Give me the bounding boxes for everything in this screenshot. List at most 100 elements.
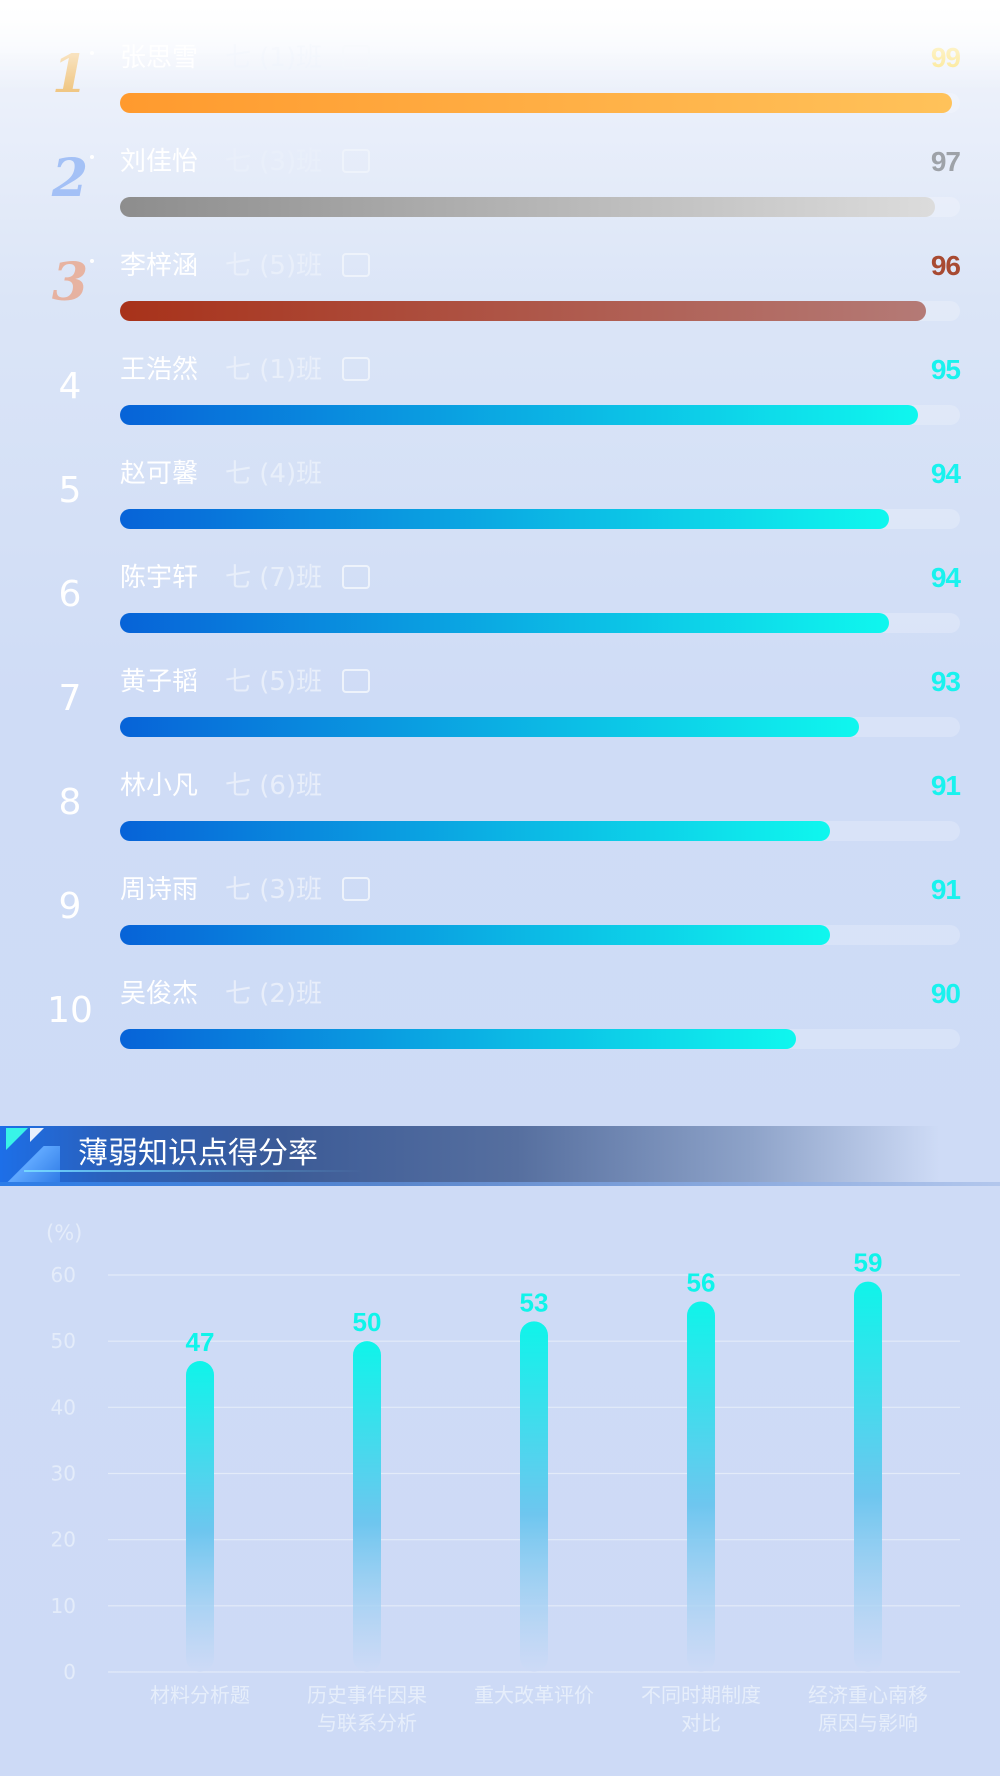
student-class: 七 (3)班 bbox=[225, 875, 323, 905]
medal-gold-icon: 1 bbox=[51, 44, 89, 105]
student-score: 96 bbox=[930, 250, 961, 281]
x-category-label: 重大改革评价 bbox=[474, 1683, 594, 1707]
score-progress-fill bbox=[120, 405, 918, 425]
medal-sparkle-icon bbox=[90, 51, 94, 55]
student-class: 七 (1)班 bbox=[225, 43, 323, 73]
score-progress-track bbox=[120, 1029, 960, 1049]
student-score: 94 bbox=[930, 458, 961, 489]
student-score: 91 bbox=[930, 874, 961, 905]
bar-value-label: 50 bbox=[353, 1307, 382, 1337]
chart-bar bbox=[186, 1361, 214, 1672]
rank-row: 5 赵可馨七 (4)班 94 bbox=[0, 451, 1000, 555]
score-progress-fill bbox=[120, 197, 935, 217]
y-axis-unit: (%) bbox=[46, 1221, 82, 1245]
score-progress-fill bbox=[120, 613, 889, 633]
rank-number: 7 bbox=[58, 678, 82, 719]
student-class: 七 (2)班 bbox=[225, 979, 323, 1009]
section-title: 薄弱知识点得分率 bbox=[78, 1136, 318, 1171]
score-progress-track bbox=[120, 301, 960, 321]
student-name: 吴俊杰 bbox=[120, 979, 199, 1009]
section-header: 薄弱知识点得分率 bbox=[0, 1126, 1000, 1188]
student-name: 林小凡 bbox=[120, 771, 199, 801]
bar-value-label: 59 bbox=[854, 1248, 883, 1278]
y-tick-label: 10 bbox=[51, 1594, 76, 1618]
ranking-list: 1 张思雪七 (1)班 99 2 刘佳怡七 (3)班 97 3 李梓涵七 (5)班 96 4 王浩然… bbox=[0, 42, 1000, 1049]
chart-bar bbox=[687, 1301, 715, 1672]
medal-bronze-icon: 3 bbox=[51, 252, 89, 313]
rank-medal: 2 bbox=[40, 149, 100, 209]
rank-medal: 3 bbox=[40, 253, 100, 313]
bar-value-label: 56 bbox=[687, 1267, 716, 1297]
rank-row: 8 林小凡七 (6)班 91 bbox=[0, 763, 1000, 867]
student-score: 94 bbox=[930, 562, 961, 593]
rank-number: 4 bbox=[58, 366, 82, 407]
score-progress-track bbox=[120, 821, 960, 841]
student-name: 陈宇轩 bbox=[120, 563, 199, 593]
student-class: 七 (5)班 bbox=[225, 251, 323, 281]
score-progress-fill bbox=[120, 717, 860, 737]
student-class: 七 (4)班 bbox=[225, 459, 323, 489]
bar-value-label: 47 bbox=[186, 1327, 215, 1357]
tag-box-icon bbox=[342, 877, 370, 901]
section-title-underline bbox=[24, 1170, 364, 1172]
medal-silver-icon: 2 bbox=[51, 148, 89, 209]
x-category-label: 对比 bbox=[681, 1711, 721, 1735]
score-rate-chart: (%) 60 50 40 30 20 10 0 47 材料分析题 50 历史事件因果 与联系分析 53 重大… bbox=[0, 1200, 1000, 1776]
student-name: 黄子韬 bbox=[120, 667, 199, 697]
student-name: 张思雪 bbox=[120, 43, 199, 73]
tag-box-icon bbox=[342, 149, 370, 173]
student-name: 刘佳怡 bbox=[120, 147, 199, 177]
y-tick-label: 50 bbox=[51, 1329, 76, 1353]
student-class: 七 (6)班 bbox=[225, 771, 323, 801]
x-category-label: 经济重心南移 bbox=[808, 1683, 928, 1707]
rank-number: 5 bbox=[58, 470, 82, 511]
rank-number: 9 bbox=[58, 886, 82, 927]
x-category-label: 材料分析题 bbox=[150, 1683, 250, 1707]
score-progress-track bbox=[120, 717, 960, 737]
score-progress-fill bbox=[120, 925, 830, 945]
section-header-background bbox=[0, 1126, 940, 1182]
rank-row: 7 黄子韬七 (5)班 93 bbox=[0, 659, 1000, 763]
student-class: 七 (1)班 bbox=[225, 355, 323, 385]
student-score: 91 bbox=[930, 770, 961, 801]
score-progress-fill bbox=[120, 1029, 797, 1049]
rank-row: 9 周诗雨七 (3)班 91 bbox=[0, 867, 1000, 971]
bar-value-label: 53 bbox=[520, 1287, 549, 1317]
section-divider bbox=[0, 1182, 1000, 1186]
student-score: 93 bbox=[930, 666, 961, 697]
chart-bar bbox=[353, 1341, 381, 1672]
student-name: 赵可馨 bbox=[120, 459, 199, 489]
score-progress-fill bbox=[120, 301, 927, 321]
y-tick-label: 30 bbox=[51, 1462, 76, 1486]
score-progress-fill bbox=[120, 93, 952, 113]
score-progress-track bbox=[120, 405, 960, 425]
score-progress-fill bbox=[120, 821, 830, 841]
score-progress-fill bbox=[120, 509, 889, 529]
score-progress-track bbox=[120, 93, 960, 113]
y-tick-label: 20 bbox=[51, 1528, 76, 1552]
corner-triangle-icon bbox=[6, 1128, 28, 1150]
tag-box-icon bbox=[342, 565, 370, 589]
y-tick-label: 0 bbox=[63, 1660, 76, 1684]
rank-row: 3 李梓涵七 (5)班 96 bbox=[0, 243, 1000, 347]
x-category-label: 与联系分析 bbox=[317, 1711, 417, 1735]
score-progress-track bbox=[120, 613, 960, 633]
rank-row: 4 王浩然七 (1)班 95 bbox=[0, 347, 1000, 451]
medal-sparkle-icon bbox=[90, 155, 94, 159]
rank-number: 6 bbox=[58, 574, 82, 615]
student-score: 97 bbox=[930, 146, 961, 177]
tag-box-icon bbox=[342, 357, 370, 381]
rank-number: 8 bbox=[58, 782, 82, 823]
student-name: 王浩然 bbox=[120, 355, 199, 385]
student-name: 李梓涵 bbox=[120, 251, 199, 281]
section-header-decoration bbox=[0, 1146, 60, 1182]
chart-bar bbox=[854, 1281, 882, 1672]
rank-number: 10 bbox=[47, 990, 93, 1031]
x-category-label: 历史事件因果 bbox=[307, 1683, 427, 1707]
chart-bar bbox=[520, 1321, 548, 1672]
score-progress-track bbox=[120, 197, 960, 217]
rank-row: 10 吴俊杰七 (2)班 90 bbox=[0, 971, 1000, 1075]
rank-row: 6 陈宇轩七 (7)班 94 bbox=[0, 555, 1000, 659]
student-name: 周诗雨 bbox=[120, 875, 199, 905]
